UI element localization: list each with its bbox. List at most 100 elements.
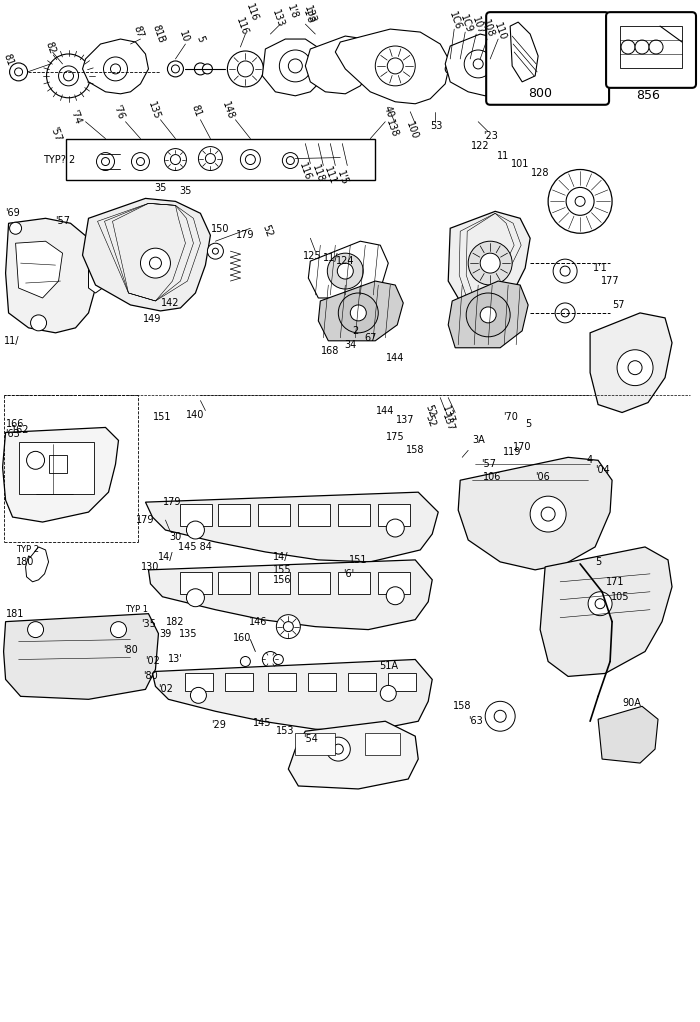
Bar — [181, 572, 212, 594]
Circle shape — [274, 654, 284, 664]
Text: 138: 138 — [384, 119, 400, 139]
Text: 35: 35 — [179, 186, 192, 196]
Text: 81: 81 — [2, 52, 15, 67]
Text: 14/: 14/ — [158, 552, 173, 562]
Text: 118: 118 — [311, 164, 326, 184]
Text: 145: 145 — [253, 718, 272, 729]
Text: 145 84: 145 84 — [178, 542, 212, 552]
Circle shape — [475, 64, 485, 74]
Polygon shape — [4, 613, 158, 699]
Text: '6': '6' — [343, 569, 354, 578]
Circle shape — [464, 50, 492, 78]
Circle shape — [240, 656, 251, 666]
Circle shape — [548, 170, 612, 233]
Text: '23: '23 — [483, 131, 498, 141]
Text: '74: '74 — [69, 108, 83, 126]
Circle shape — [97, 152, 115, 171]
Bar — [349, 673, 377, 691]
Circle shape — [202, 64, 212, 74]
Text: '04: '04 — [595, 465, 610, 475]
Circle shape — [477, 66, 483, 72]
Text: 170: 170 — [513, 443, 531, 453]
Circle shape — [480, 307, 496, 323]
Text: '80: '80 — [123, 645, 138, 654]
Circle shape — [172, 65, 179, 73]
Polygon shape — [458, 457, 612, 570]
Circle shape — [167, 61, 183, 77]
Text: '57: '57 — [48, 125, 63, 142]
Text: 122: 122 — [471, 141, 489, 150]
Bar — [308, 673, 336, 691]
Bar — [186, 673, 214, 691]
Text: 116: 116 — [234, 16, 250, 38]
Circle shape — [485, 701, 515, 731]
Text: 146: 146 — [249, 616, 267, 626]
Circle shape — [473, 59, 483, 68]
Text: 10: 10 — [176, 30, 190, 45]
Text: 133: 133 — [302, 4, 318, 25]
Circle shape — [27, 621, 43, 638]
Circle shape — [588, 592, 612, 615]
Text: '02: '02 — [158, 685, 173, 694]
Polygon shape — [83, 39, 148, 94]
Polygon shape — [6, 219, 99, 333]
Circle shape — [15, 67, 22, 76]
Text: 142: 142 — [161, 298, 180, 308]
Bar — [338, 504, 370, 526]
Text: 179: 179 — [163, 497, 182, 507]
Text: 135: 135 — [146, 100, 161, 122]
Circle shape — [386, 587, 405, 605]
Text: TYP? 2: TYP? 2 — [43, 154, 75, 165]
Bar — [298, 572, 330, 594]
Bar — [218, 572, 251, 594]
Text: 149: 149 — [144, 314, 162, 324]
Text: 11/: 11/ — [4, 336, 19, 345]
Text: '57: '57 — [55, 217, 71, 226]
Text: TYP 1: TYP 1 — [125, 605, 148, 614]
Text: 158: 158 — [406, 446, 424, 456]
Circle shape — [195, 63, 206, 75]
Text: 13': 13' — [168, 654, 183, 664]
Text: 137: 137 — [396, 416, 414, 425]
Circle shape — [205, 153, 216, 164]
Circle shape — [279, 50, 312, 82]
Text: 140: 140 — [186, 411, 204, 420]
Text: 51A: 51A — [379, 661, 398, 671]
Bar — [218, 504, 251, 526]
Polygon shape — [540, 547, 672, 677]
Polygon shape — [448, 212, 530, 311]
Circle shape — [530, 496, 566, 532]
Circle shape — [141, 248, 170, 278]
Polygon shape — [3, 427, 118, 522]
Text: 1'8: 1'8 — [285, 3, 300, 20]
Circle shape — [102, 157, 109, 166]
Circle shape — [387, 58, 403, 74]
Text: 5: 5 — [525, 419, 531, 429]
Text: 177: 177 — [601, 276, 620, 286]
Text: 34: 34 — [344, 339, 356, 350]
Circle shape — [333, 744, 343, 754]
Bar — [295, 733, 335, 755]
Text: 52: 52 — [424, 413, 437, 428]
Circle shape — [328, 253, 363, 289]
Text: 4: 4 — [587, 456, 593, 465]
Text: 1C6: 1C6 — [447, 10, 463, 32]
Text: 110: 110 — [492, 21, 508, 42]
Text: 106: 106 — [483, 472, 501, 482]
Text: 1'5: 1'5 — [335, 169, 349, 186]
FancyBboxPatch shape — [606, 12, 696, 88]
Text: 144: 144 — [376, 406, 395, 416]
Text: 90A: 90A — [622, 698, 641, 708]
Polygon shape — [288, 722, 418, 789]
Text: 35: 35 — [154, 183, 167, 193]
Circle shape — [380, 686, 396, 701]
Polygon shape — [83, 198, 211, 311]
Text: 148: 148 — [220, 100, 236, 121]
Polygon shape — [146, 493, 438, 562]
Bar — [66, 139, 375, 181]
Text: 144: 144 — [386, 353, 405, 363]
Circle shape — [635, 40, 649, 54]
Text: 125: 125 — [303, 251, 321, 262]
Polygon shape — [598, 706, 658, 763]
Polygon shape — [590, 313, 672, 413]
